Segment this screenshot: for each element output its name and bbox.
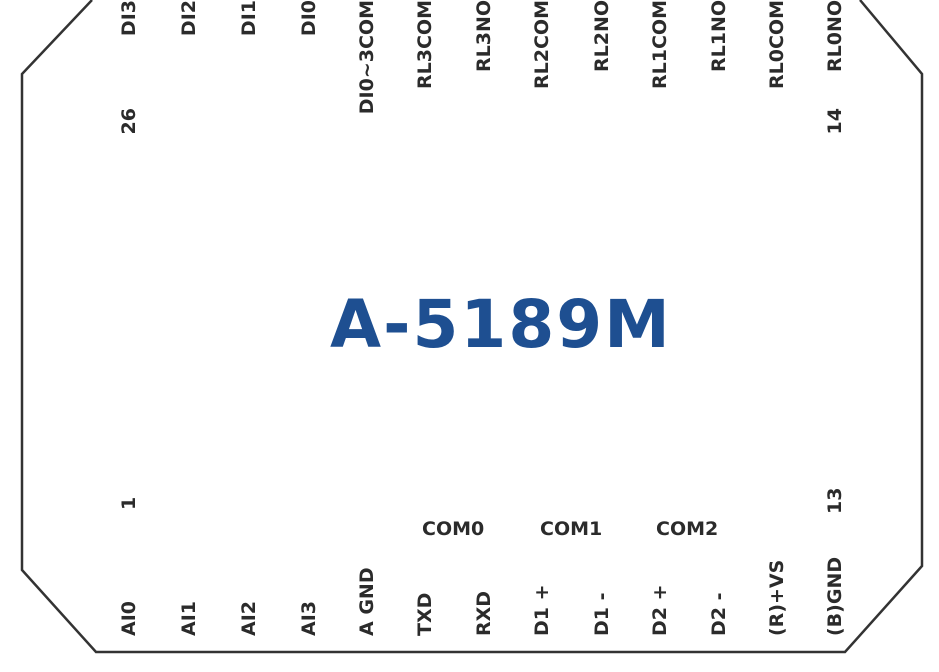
pin-label-rl3-com: RL3COM [414,0,436,89]
pin-label-d1-plus: D1 + [531,584,553,636]
pin-number-14: 14 [824,108,846,135]
pin-label-agnd: A GND [356,567,378,636]
pin-label-di2: DI2 [178,0,200,37]
pin-label-rl0-no: RL0NO [824,0,846,73]
pin-label-rl0-com: RL0COM [766,0,788,89]
pin-label-di3: DI3 [118,0,140,37]
outline-top-left-edge [20,0,924,654]
pin-number-13: 13 [824,487,846,514]
pin-number-26: 26 [118,108,140,135]
pin-label-b-gnd: (B)GND [824,556,846,636]
group-label-com0: COM0 [422,518,485,540]
pin-label-rxd: RXD [473,590,495,636]
pin-label-ai3: AI3 [298,601,320,636]
pin-label-rl1-com: RL1COM [649,0,671,89]
pin-label-d1-minus: D1 - [591,592,613,637]
pin-label-txd: TXD [414,592,436,636]
pin-label-rl1-no: RL1NO [708,0,730,73]
pin-label-di0: DI0 [298,0,320,37]
pin-label-d2-plus: D2 + [649,584,671,636]
pin-label-di0-3-com: DI0~3COM [356,0,378,115]
pin-label-r-vs: (R)+VS [766,559,788,636]
pin-label-rl2-no: RL2NO [591,0,613,73]
group-label-com1: COM1 [540,518,603,540]
pin-label-rl3-no: RL3NO [473,0,495,73]
pin-label-ai2: AI2 [238,601,260,636]
pin-label-ai0: AI0 [118,601,140,636]
pin-number-1: 1 [118,496,140,510]
pin-label-ai1: AI1 [178,601,200,636]
pin-label-rl2-com: RL2COM [531,0,553,89]
model-title: A-5189M [330,286,672,363]
pin-label-di1: DI1 [238,0,260,37]
group-label-com2: COM2 [656,518,719,540]
pin-label-d2-minus: D2 - [708,592,730,637]
